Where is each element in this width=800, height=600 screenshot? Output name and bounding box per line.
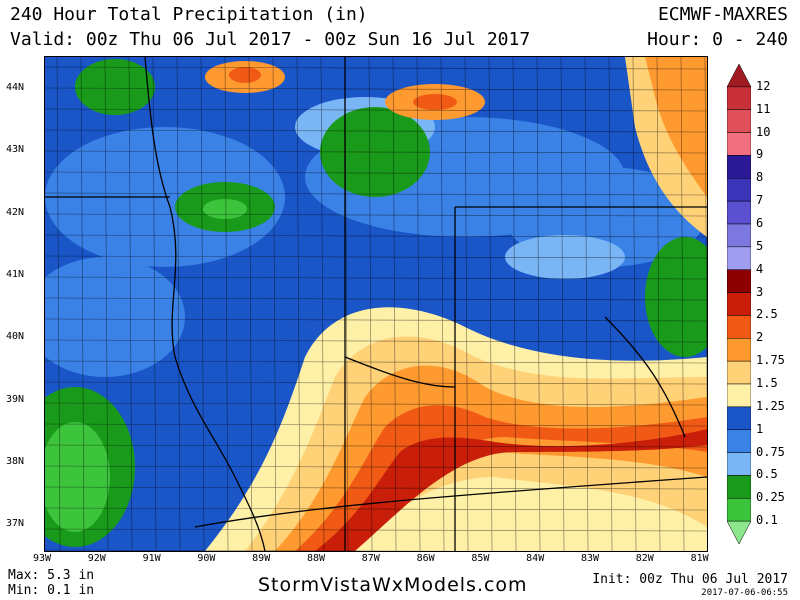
precipitation-map	[44, 56, 708, 552]
longitude-label: 91W	[142, 553, 161, 564]
color-scale-label: 4	[756, 261, 764, 276]
min-value: Min: 0.1 in	[8, 583, 95, 598]
color-scale-swatch	[727, 64, 751, 88]
color-scale-label: 0.1	[756, 513, 778, 528]
source-website: StormVistaWxModels.com	[258, 574, 528, 596]
precip-area	[229, 67, 261, 83]
precip-area	[295, 405, 707, 551]
color-scale-swatch	[727, 338, 751, 362]
color-scale-label: 1.75	[756, 353, 785, 368]
precip-area	[645, 237, 707, 357]
color-scale-swatch	[727, 292, 751, 316]
color-scale-swatch	[727, 498, 751, 522]
color-scale-label: 0.75	[756, 444, 785, 459]
longitude-label: 83W	[580, 553, 600, 564]
longitude-label: 84W	[526, 553, 545, 564]
precip-area	[505, 235, 625, 279]
color-scale-label: 11	[756, 101, 771, 116]
color-scale-label: 2	[756, 330, 764, 345]
color-scale-swatch	[727, 520, 751, 544]
color-scale-swatch	[727, 223, 751, 248]
longitude-label: 81W	[690, 553, 709, 564]
latitude-label: 38N	[6, 455, 25, 467]
color-scale-swatch	[727, 269, 751, 293]
max-value: Max: 5.3 in	[8, 568, 95, 583]
color-scale-label: 5	[756, 238, 764, 253]
color-scale-label: 3	[756, 284, 764, 299]
precip-area	[645, 57, 707, 197]
longitude-label: 86W	[416, 553, 435, 564]
color-scale-label: 1	[756, 421, 764, 436]
color-scale-label: 1.5	[756, 376, 778, 390]
color-scale-swatch	[727, 429, 751, 453]
color-scale-label: 9	[756, 147, 764, 162]
color-scale-label: 1.25	[756, 398, 785, 413]
color-scale-swatch	[727, 200, 751, 225]
color-scale-label: 10	[756, 124, 771, 139]
color-scale-swatch	[727, 475, 751, 499]
precip-area	[45, 422, 110, 532]
county-grid	[45, 57, 707, 551]
color-scale-label: 0.25	[756, 490, 785, 505]
latitude-label: 43N	[6, 144, 25, 156]
color-scale-swatch	[727, 109, 751, 133]
color-scale-label: 12	[756, 78, 771, 93]
color-scale-swatch	[727, 406, 751, 430]
longitude-label: 88W	[306, 553, 326, 564]
precip-area	[45, 257, 185, 377]
precip-field	[45, 57, 707, 551]
latitude-label: 44N	[6, 82, 25, 93]
longitude-label: 93W	[32, 553, 52, 564]
color-scale-label: 2.5	[756, 307, 778, 322]
color-scale-swatch	[727, 383, 751, 408]
color-scale-label: 0.5	[756, 467, 778, 482]
color-scale-swatch	[727, 246, 751, 270]
precip-area	[75, 59, 155, 115]
precip-area	[203, 199, 247, 219]
latitude-label: 39N	[6, 393, 25, 405]
color-scale-swatch	[727, 155, 751, 179]
longitude-label: 90W	[197, 553, 216, 564]
state-borders	[45, 57, 707, 551]
latitude-label: 37N	[6, 518, 25, 530]
color-scale-label: 6	[756, 216, 764, 230]
latitude-label: 40N	[6, 331, 25, 343]
model-name: ECMWF-MAXRES	[657, 4, 788, 25]
color-scale-swatch	[727, 315, 751, 339]
precip-area	[413, 94, 457, 110]
color-scale-label: 7	[756, 193, 764, 208]
color-scale-swatch	[727, 86, 751, 110]
timestamp: 2017-07-06-06:55	[701, 588, 788, 598]
longitude-label: 87W	[361, 553, 380, 564]
color-scale-swatch	[727, 452, 751, 476]
latitude-label: 42N	[6, 206, 25, 218]
color-scale-label: 8	[756, 170, 764, 185]
precip-color-scale	[727, 64, 751, 544]
latitude-label: 41N	[6, 268, 25, 280]
color-scale-swatch	[727, 132, 751, 156]
color-scale-swatch	[727, 178, 751, 202]
valid-time: Valid: 00z Thu 06 Jul 2017 - 00z Sun 16 …	[10, 29, 531, 50]
color-scale-swatch	[727, 360, 751, 385]
longitude-label: 89W	[252, 553, 271, 564]
longitude-label: 82W	[635, 553, 654, 564]
forecast-hour-range: Hour: 0 - 240	[647, 29, 788, 50]
longitude-label: 85W	[471, 553, 490, 564]
init-time: Init: 00z Thu 06 Jul 2017	[592, 572, 788, 587]
precip-area	[315, 429, 707, 551]
longitude-label: 92W	[87, 553, 106, 564]
map-title: 240 Hour Total Precipitation (in)	[10, 4, 368, 25]
